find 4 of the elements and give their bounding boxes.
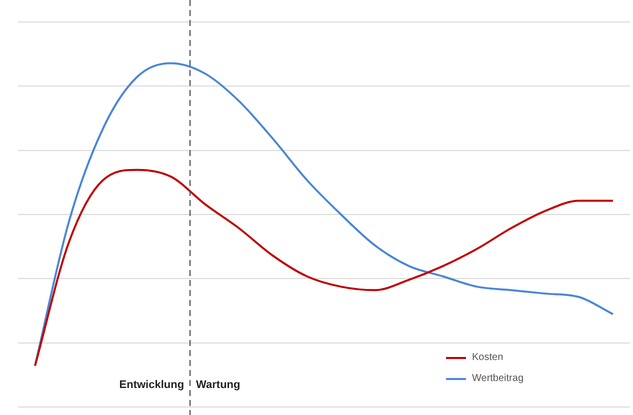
annotation: Wartung [196,379,240,392]
annotation: Entwicklung [119,379,184,392]
legend-label: Kosten [472,352,504,363]
legend-label: Wertbeitrag [472,373,524,384]
